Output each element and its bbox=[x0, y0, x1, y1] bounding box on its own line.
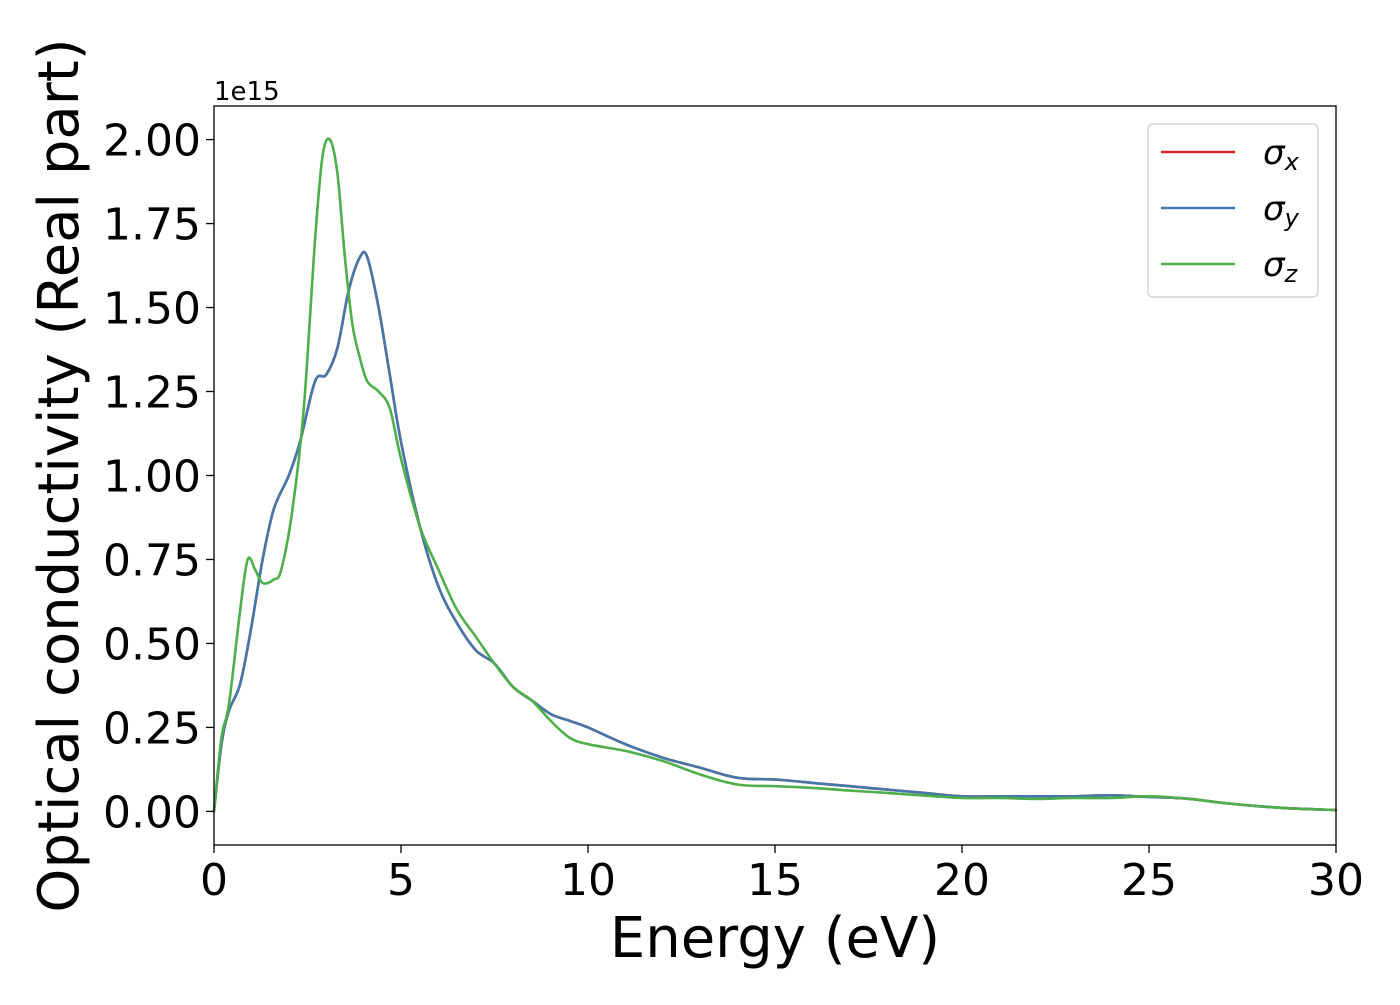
legend-label-y: σy bbox=[1263, 189, 1300, 232]
x-tick-label: 10 bbox=[560, 855, 616, 906]
y-tick-label: 0.75 bbox=[103, 535, 201, 586]
x-tick-label: 0 bbox=[200, 855, 228, 906]
x-tick-label: 20 bbox=[934, 855, 990, 906]
x-tick-label: 5 bbox=[387, 855, 415, 906]
y-tick-label: 2.00 bbox=[103, 116, 201, 167]
series-line-y bbox=[212, 250, 1338, 813]
x-tick-label: 15 bbox=[747, 855, 803, 906]
y-axis: 0.00 0.25 0.50 0.75 1.00 1.25 1.50 1.75 2.00 bbox=[103, 116, 214, 838]
y-tick-label: 0.25 bbox=[103, 703, 201, 754]
series-line-z bbox=[212, 137, 1338, 813]
plot-area bbox=[212, 137, 1338, 813]
y-tick-label: 0.50 bbox=[103, 619, 201, 670]
y-tick-label: 1.50 bbox=[103, 284, 201, 335]
legend: σx σy σz bbox=[1147, 123, 1319, 298]
x-tick-label: 30 bbox=[1308, 855, 1364, 906]
y-tick-label: 0.00 bbox=[103, 787, 201, 838]
legend-box bbox=[1147, 123, 1319, 298]
y-tick-label: 1.75 bbox=[103, 200, 201, 251]
x-axis: 0 5 10 15 20 25 30 bbox=[200, 845, 1364, 906]
y-tick-label: 1.25 bbox=[103, 368, 201, 419]
legend-label-z: σz bbox=[1263, 245, 1299, 288]
y-tick-label: 1.00 bbox=[103, 452, 201, 503]
legend-label-x: σx bbox=[1263, 133, 1300, 176]
x-axis-title: Energy (eV) bbox=[610, 906, 940, 971]
y-axis-title: Optical conductivity (Real part) bbox=[27, 38, 92, 912]
x-tick-label: 25 bbox=[1121, 855, 1177, 906]
y-axis-offset-label: 1e15 bbox=[214, 77, 280, 107]
